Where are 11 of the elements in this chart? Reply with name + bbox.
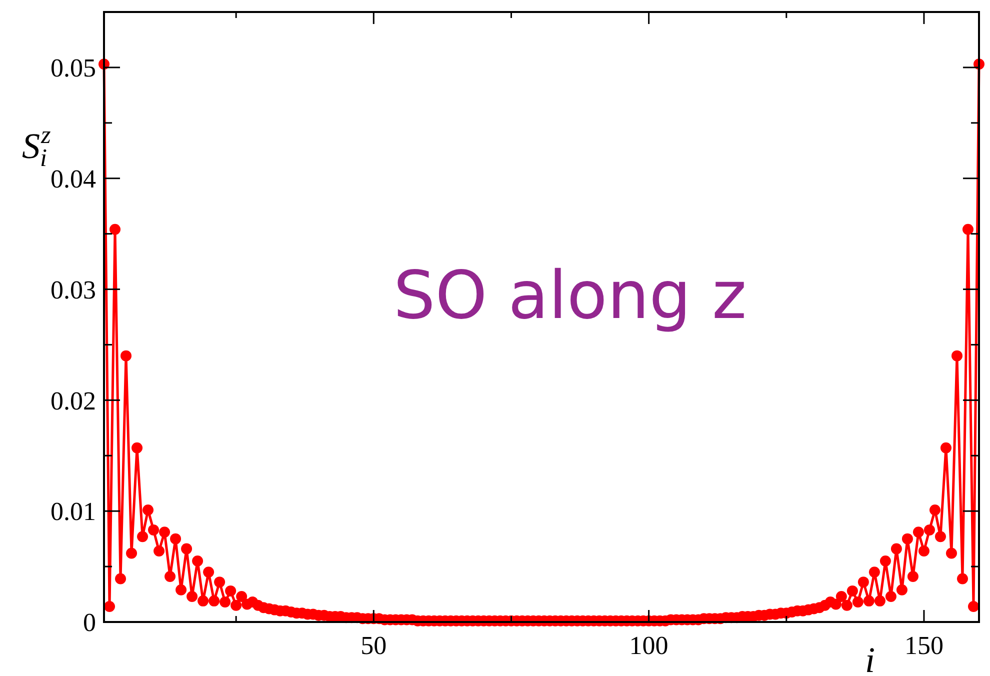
y-tick-label: 0.03 [50, 275, 96, 304]
y-tick-label: 0.02 [50, 386, 96, 416]
x-tick-label: 100 [629, 631, 668, 660]
x-tick-label: 150 [904, 631, 944, 660]
x-axis-title: i [864, 640, 876, 676]
x-tick-label: 50 [360, 631, 387, 660]
y-tick-label: 0.01 [50, 497, 96, 526]
annotation: SO along z [393, 257, 747, 334]
y-tick-label: 0 [83, 608, 96, 638]
y-tick-label: 0.04 [50, 164, 96, 194]
y-tick-label: 0.05 [50, 54, 96, 83]
